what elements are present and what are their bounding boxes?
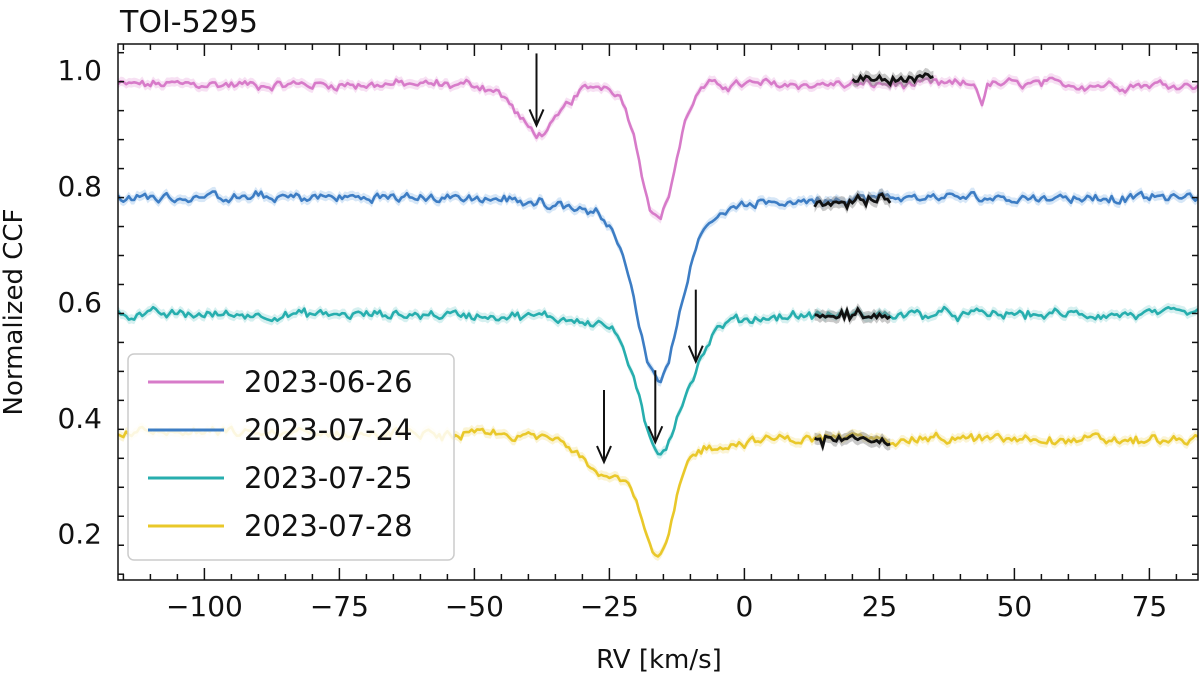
series-line-2023-07-24 xyxy=(118,190,1198,384)
y-axis-label: Normalized CCF xyxy=(0,209,29,416)
legend-item: 2023-07-28 xyxy=(148,509,413,543)
legend-label: 2023-07-25 xyxy=(244,461,413,495)
series-line-2023-07-25 xyxy=(118,305,1198,456)
x-tick-label: −75 xyxy=(310,590,369,623)
x-axis-label: RV [km/s] xyxy=(596,645,722,675)
y-tick-label: 0.6 xyxy=(57,286,102,319)
series-2023-07-25 xyxy=(118,302,1198,459)
legend-item: 2023-06-26 xyxy=(148,365,413,399)
series-band-2023-06-26 xyxy=(118,73,1198,224)
highlight-line-2023-06-26 xyxy=(851,72,934,88)
legend-label: 2023-07-24 xyxy=(244,413,413,447)
arrow-marker xyxy=(647,370,664,445)
y-axis: 0.2 0.4 0.6 0.8 1.0 xyxy=(57,51,1198,575)
highlight-line-2023-07-28 xyxy=(814,433,891,452)
x-tick-label: −25 xyxy=(580,590,639,623)
x-tick-label: 0 xyxy=(735,590,753,623)
series-2023-06-26 xyxy=(118,67,1198,224)
legend-box xyxy=(127,353,455,561)
x-axis: −100 −75 −50 −25 0 25 50 75 xyxy=(122,44,1178,623)
highlight-line-2023-07-25 xyxy=(814,306,891,323)
highlight-line-2023-07-24 xyxy=(813,192,892,212)
y-tick-label: 1.0 xyxy=(57,54,102,87)
chart-title: TOI-5295 xyxy=(119,5,258,40)
x-tick-label: 75 xyxy=(1132,590,1168,623)
arrow-marker xyxy=(528,53,545,128)
series-line-2023-06-26 xyxy=(118,76,1198,221)
arrow-marker xyxy=(596,389,612,465)
arrow-marker xyxy=(687,289,704,365)
x-tick-label: 50 xyxy=(997,590,1033,623)
legend-label: 2023-06-26 xyxy=(244,365,413,399)
legend: 2023-06-26 2023-07-24 2023-07-25 2023-07-28 xyxy=(127,353,455,561)
y-tick-label: 0.2 xyxy=(57,518,102,551)
legend-item: 2023-07-25 xyxy=(148,461,413,495)
y-tick-label: 0.4 xyxy=(57,402,102,435)
x-tick-label: 25 xyxy=(862,590,898,623)
legend-item: 2023-07-24 xyxy=(148,413,413,447)
series-2023-07-24 xyxy=(118,186,1198,387)
y-tick-label: 0.8 xyxy=(57,170,102,203)
legend-label: 2023-07-28 xyxy=(244,509,413,543)
x-tick-label: −50 xyxy=(445,590,504,623)
x-tick-label: −100 xyxy=(166,590,243,623)
plot-frame xyxy=(117,43,1199,581)
arrow-annotations xyxy=(528,53,704,465)
highlight-band-2023-07-28 xyxy=(814,429,891,453)
